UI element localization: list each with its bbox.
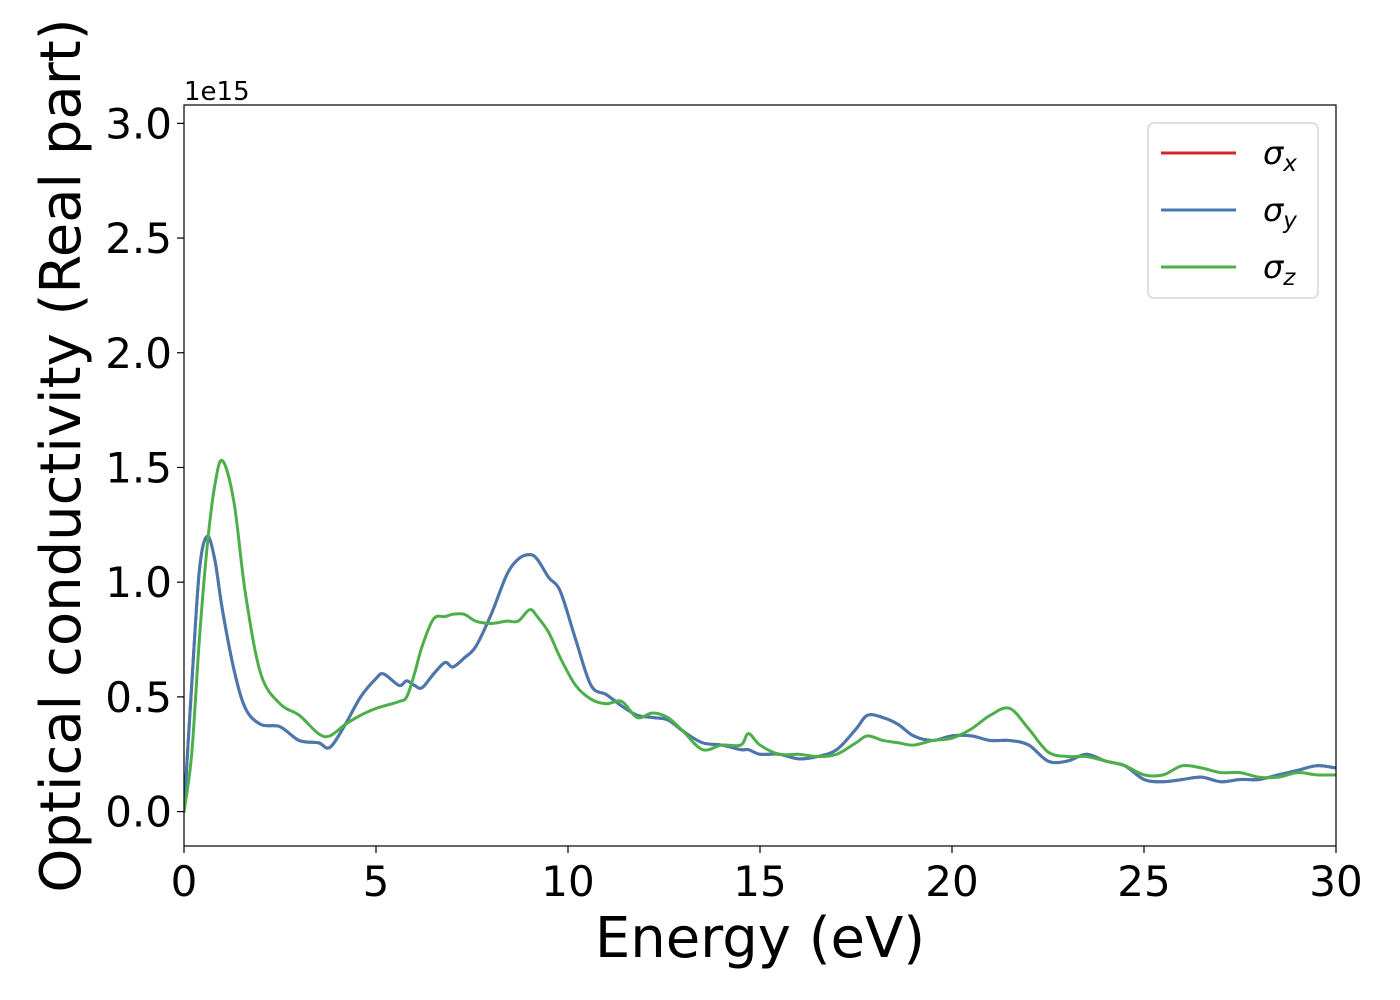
x-tick-label: 15 xyxy=(733,857,786,906)
x-tick-label: 20 xyxy=(925,857,978,906)
series-line-y xyxy=(184,534,1336,814)
y-tick-label: 3.0 xyxy=(105,99,172,148)
x-tick-label: 0 xyxy=(171,857,198,906)
y-tick-label: 1.0 xyxy=(105,558,172,607)
y-axis-offset-label: 1e15 xyxy=(184,77,250,107)
series-line-z xyxy=(184,458,1336,814)
y-tick-label: 2.0 xyxy=(105,329,172,378)
legend-label-symbol: σ xyxy=(1263,191,1285,229)
legend-label-symbol: σ xyxy=(1263,134,1285,172)
legend-label-y: σy xyxy=(1263,191,1297,234)
x-tick-label: 10 xyxy=(541,857,594,906)
legend-label-z: σz xyxy=(1263,248,1296,291)
y-tick-label: 0.0 xyxy=(105,788,172,837)
y-axis-title: Optical conductivity (Real part) xyxy=(29,18,94,892)
series-layer xyxy=(184,458,1336,814)
x-tick-label: 30 xyxy=(1309,857,1362,906)
x-tick-label: 5 xyxy=(363,857,390,906)
y-tick-label: 2.5 xyxy=(105,214,172,263)
legend-label-subscript: x xyxy=(1282,151,1297,177)
x-axis-title: Energy (eV) xyxy=(595,906,925,971)
x-tick-label: 25 xyxy=(1117,857,1170,906)
x-axis-ticks: 0 5 10 15 20 25 30 xyxy=(171,846,1363,906)
series-line-x xyxy=(184,534,1336,814)
y-tick-label: 0.5 xyxy=(105,673,172,722)
legend-label-subscript: z xyxy=(1282,265,1296,291)
legend-label-symbol: σ xyxy=(1263,248,1285,286)
y-axis-ticks: 0.0 0.5 1.0 1.5 2.0 2.5 3.0 xyxy=(105,99,184,837)
legend-label-subscript: y xyxy=(1282,208,1297,234)
y-tick-label: 1.5 xyxy=(105,443,172,492)
legend-label-x: σx xyxy=(1263,134,1297,177)
